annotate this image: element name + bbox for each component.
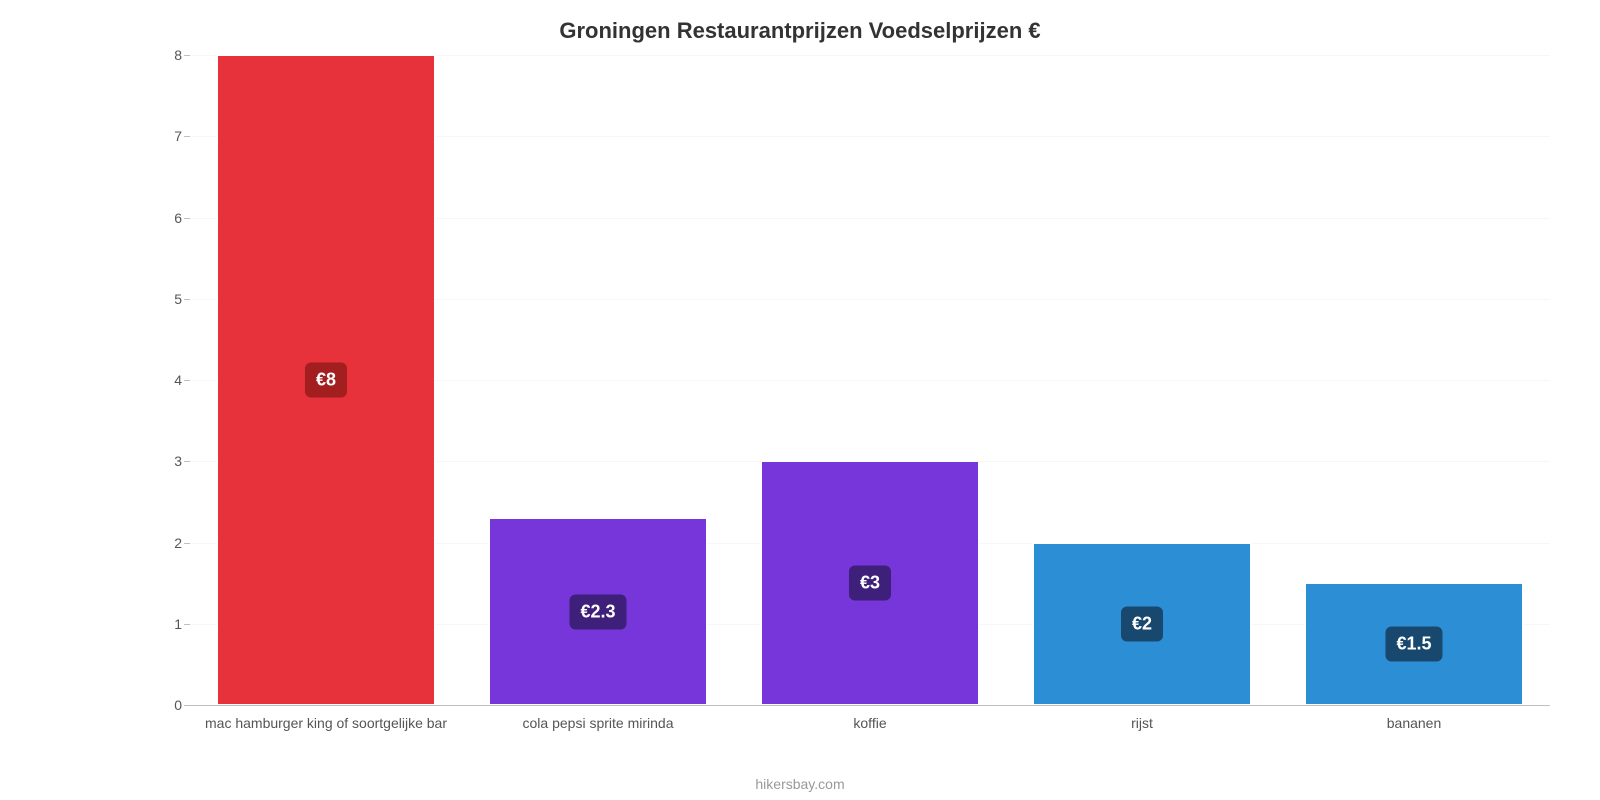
y-tick-mark bbox=[184, 624, 190, 625]
value-badge: €1.5 bbox=[1385, 627, 1442, 662]
y-tick-label: 1 bbox=[174, 616, 182, 632]
y-tick-mark bbox=[184, 543, 190, 544]
value-badge: €8 bbox=[305, 363, 347, 398]
y-tick-mark bbox=[184, 55, 190, 56]
x-category-label: rijst bbox=[1131, 715, 1153, 731]
value-badge: €2.3 bbox=[569, 594, 626, 629]
x-category-label: mac hamburger king of soortgelijke bar bbox=[205, 715, 447, 731]
y-tick-mark bbox=[184, 461, 190, 462]
y-tick-label: 7 bbox=[174, 128, 182, 144]
y-tick-label: 0 bbox=[174, 697, 182, 713]
x-category-label: bananen bbox=[1387, 715, 1442, 731]
x-axis bbox=[190, 705, 1550, 706]
value-badge: €2 bbox=[1121, 606, 1163, 641]
y-tick-label: 5 bbox=[174, 291, 182, 307]
y-tick-mark bbox=[184, 218, 190, 219]
y-tick-mark bbox=[184, 299, 190, 300]
value-badge: €3 bbox=[849, 566, 891, 601]
y-tick-mark bbox=[184, 380, 190, 381]
y-tick-label: 6 bbox=[174, 210, 182, 226]
y-tick-label: 2 bbox=[174, 535, 182, 551]
y-tick-label: 4 bbox=[174, 372, 182, 388]
chart-title: Groningen Restaurantprijzen Voedselprijz… bbox=[0, 0, 1600, 44]
x-category-label: cola pepsi sprite mirinda bbox=[523, 715, 674, 731]
attribution-text: hikersbay.com bbox=[755, 776, 844, 792]
y-tick-mark bbox=[184, 136, 190, 137]
x-category-label: koffie bbox=[853, 715, 886, 731]
plot-area: 012345678€8mac hamburger king of soortge… bbox=[190, 55, 1550, 705]
y-tick-label: 8 bbox=[174, 47, 182, 63]
y-tick-label: 3 bbox=[174, 453, 182, 469]
